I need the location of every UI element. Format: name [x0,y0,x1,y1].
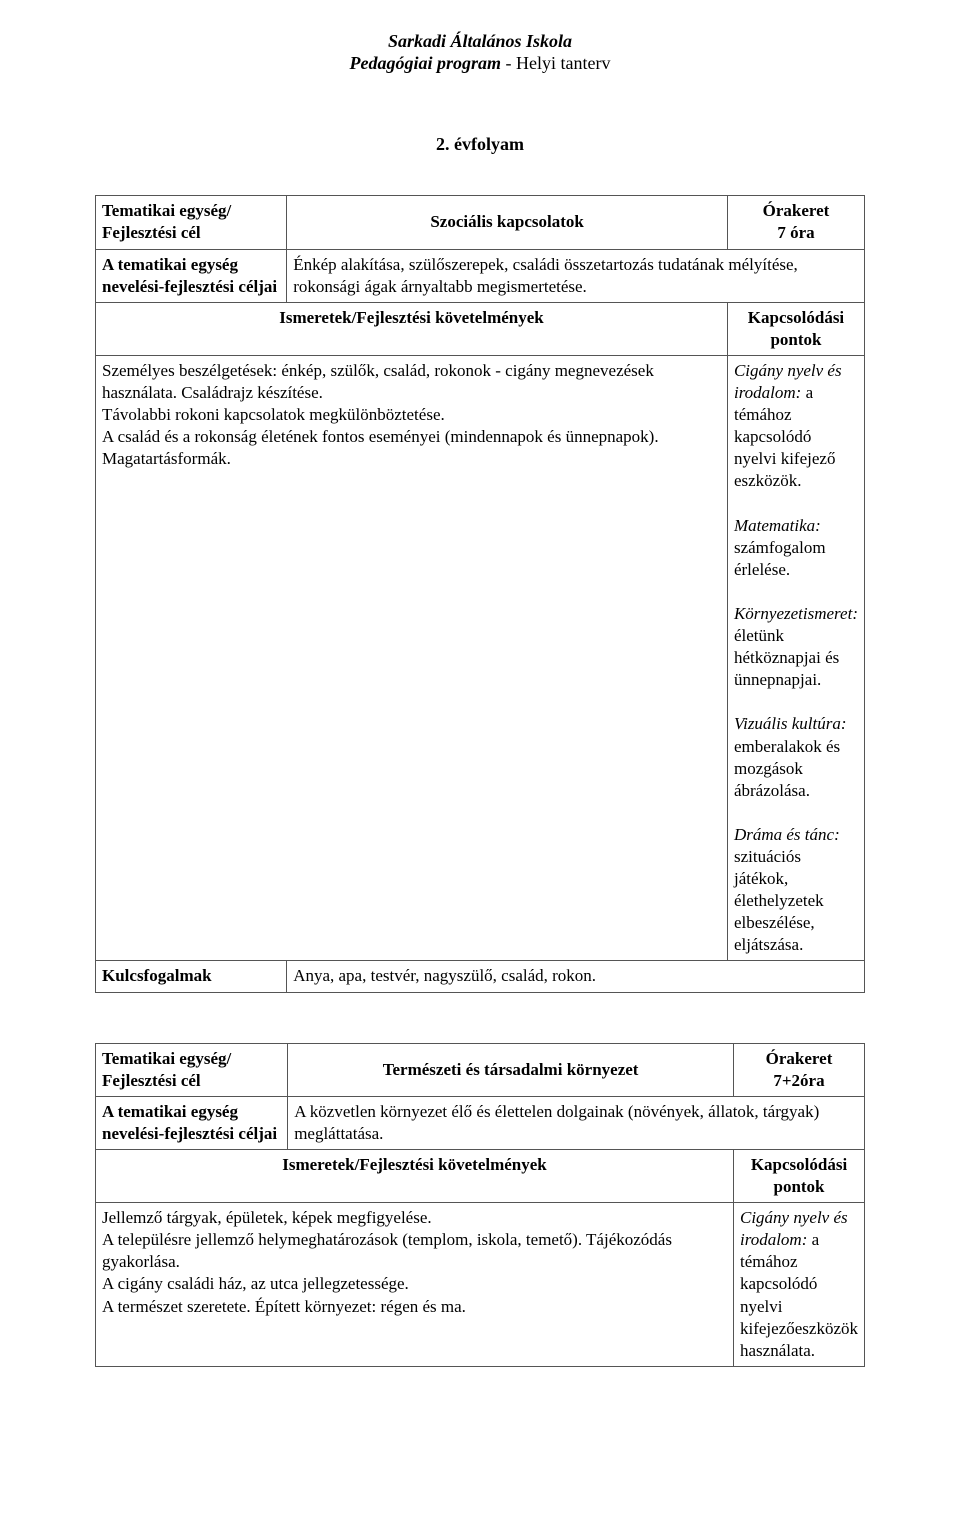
link-item: Dráma és tánc: szituációs játékok, életh… [734,824,858,957]
subtitle-italic: Pedagógiai program [350,53,502,73]
link-desc: emberalakok és mozgások ábrázolása. [734,737,840,800]
subtitle-sep: - [501,53,516,73]
link-subject: Cigány nyelv és irodalom: [740,1208,848,1249]
goals-text: Énkép alakítása, szülőszerepek, családi … [287,249,865,302]
table-row: A tematikai egység nevelési-fejlesztési … [96,249,865,302]
goals-text: A közvetlen környezet élő és élettelen d… [288,1096,865,1149]
hours-value: 7 óra [777,223,814,242]
link-subject: Cigány nyelv és irodalom: [734,361,842,402]
thematic-unit-title: Természeti és társadalmi környezet [288,1043,734,1096]
link-subject: Matematika: [734,516,821,535]
keywords-label: Kulcsfogalmak [96,961,287,992]
table-row: A tematikai egység nevelési-fejlesztési … [96,1096,865,1149]
links-body: Cigány nyelv és irodalom: a témához kapc… [734,1203,865,1367]
document-header: Sarkadi Általános Iskola Pedagógiai prog… [95,30,865,74]
link-desc: szituációs játékok, élethelyzetek elbesz… [734,847,824,954]
hours-cell: Órakeret 7+2óra [734,1043,865,1096]
thematic-unit-title: Szociális kapcsolatok [287,196,728,249]
table-row: Tematikai egység/ Fejlesztési cél Termés… [96,1043,865,1096]
curriculum-table-2: Tematikai egység/ Fejlesztési cél Termés… [95,1043,865,1367]
link-item: Cigány nyelv és irodalom: a témához kapc… [734,360,858,493]
table-row: Tematikai egység/ Fejlesztési cél Szociá… [96,196,865,249]
document-page: Sarkadi Általános Iskola Pedagógiai prog… [0,0,960,1536]
subtitle-rest: Helyi tanterv [516,53,610,73]
requirements-body: Személyes beszélgetések: énkép, szülők, … [96,355,728,961]
links-header: Kapcsolódási pontok [727,302,864,355]
link-subject: Környezetismeret: [734,604,858,623]
goals-label: A tematikai egység nevelési-fejlesztési … [96,1096,288,1149]
link-subject: Dráma és tánc: [734,825,840,844]
keywords-text: Anya, apa, testvér, nagyszülő, család, r… [287,961,865,992]
links-body: Cigány nyelv és irodalom: a témához kapc… [727,355,864,961]
requirements-header: Ismeretek/Fejlesztési követelmények [96,1149,734,1202]
link-subject: Vizuális kultúra: [734,714,847,733]
requirements-body: Jellemző tárgyak, épületek, képek megfig… [96,1203,734,1367]
link-item: Vizuális kultúra: emberalakok és mozgáso… [734,713,858,801]
document-subtitle: Pedagógiai program - Helyi tanterv [95,53,865,74]
hours-cell: Órakeret 7 óra [727,196,864,249]
link-desc: a témához kapcsolódó nyelvi kifejezőeszk… [740,1230,858,1359]
hours-value: 7+2óra [773,1071,824,1090]
link-item: Matematika: számfogalom érlelése. [734,515,858,581]
table-row: Jellemző tárgyak, épületek, képek megfig… [96,1203,865,1367]
hours-label: Órakeret [763,201,830,220]
table-row: Ismeretek/Fejlesztési követelmények Kapc… [96,302,865,355]
table-row: Ismeretek/Fejlesztési követelmények Kapc… [96,1149,865,1202]
table-row: Személyes beszélgetések: énkép, szülők, … [96,355,865,961]
link-desc: számfogalom érlelése. [734,538,826,579]
goals-label: A tematikai egység nevelési-fejlesztési … [96,249,287,302]
requirements-header: Ismeretek/Fejlesztési követelmények [96,302,728,355]
links-header: Kapcsolódási pontok [734,1149,865,1202]
thematic-unit-label: Tematikai egység/ Fejlesztési cél [96,196,287,249]
school-name: Sarkadi Általános Iskola [95,30,865,53]
hours-label: Órakeret [766,1049,833,1068]
link-item: Cigány nyelv és irodalom: a témához kapc… [740,1207,858,1362]
link-item: Környezetismeret: életünk hétköznapjai é… [734,603,858,691]
thematic-unit-label: Tematikai egység/ Fejlesztési cél [96,1043,288,1096]
link-desc: életünk hétköznapjai és ünnepnapjai. [734,626,839,689]
grade-heading: 2. évfolyam [95,134,865,155]
table-row: Kulcsfogalmak Anya, apa, testvér, nagysz… [96,961,865,992]
curriculum-table-1: Tematikai egység/ Fejlesztési cél Szociá… [95,195,865,992]
